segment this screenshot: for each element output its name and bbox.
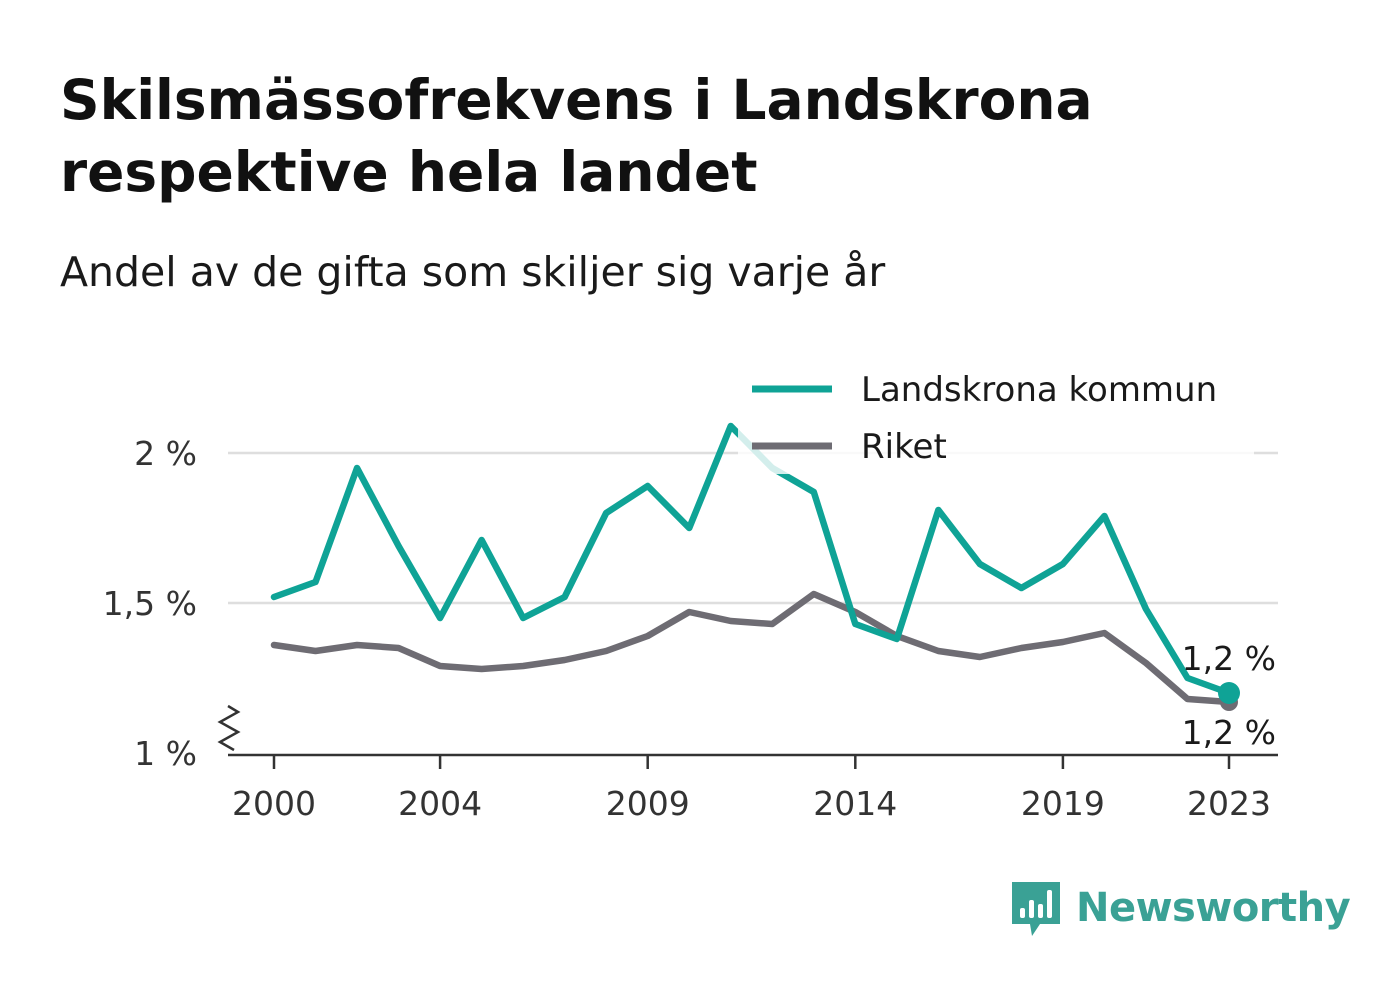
x-tick-label: 2004 <box>398 784 482 823</box>
endpoint-marker-landskrona <box>1218 682 1240 704</box>
x-tick-label: 2009 <box>606 784 690 823</box>
y-axis-break-icon <box>217 704 241 752</box>
legend: Landskrona kommun Riket <box>738 362 1254 474</box>
y-tick-label: 2 % <box>134 434 197 473</box>
legend-background <box>738 362 1254 474</box>
brand-name: Newsworthy <box>1076 885 1351 931</box>
x-tick-label: 2023 <box>1187 784 1271 823</box>
y-tick-label: 1 % <box>134 734 197 773</box>
series-line-riket <box>270 590 1233 706</box>
legend-label: Landskrona kommun <box>861 370 1217 410</box>
bar-chart-speech-bubble-icon <box>1012 882 1060 936</box>
y-axis: 1 % 1,5 % 2 % <box>103 434 241 773</box>
y-tick-label: 1,5 % <box>103 584 197 623</box>
x-tick-label: 2000 <box>232 784 316 823</box>
end-labels: 1,2 % 1,2 % <box>1182 639 1276 752</box>
chart-title: Skilsmässofrekvens i Landskrona respekti… <box>60 68 1093 204</box>
legend-label: Riket <box>861 427 947 467</box>
end-label-landskrona: 1,2 % <box>1182 639 1276 678</box>
chart-subtitle: Andel av de gifta som skiljer sig varje … <box>60 248 886 296</box>
x-tick-label: 2019 <box>1021 784 1105 823</box>
x-axis: 2000 2004 2009 2014 2019 2023 <box>228 753 1278 823</box>
brand-logo: Newsworthy <box>1010 876 1351 940</box>
x-tick-label: 2014 <box>813 784 897 823</box>
end-label-riket: 1,2 % <box>1182 713 1276 752</box>
